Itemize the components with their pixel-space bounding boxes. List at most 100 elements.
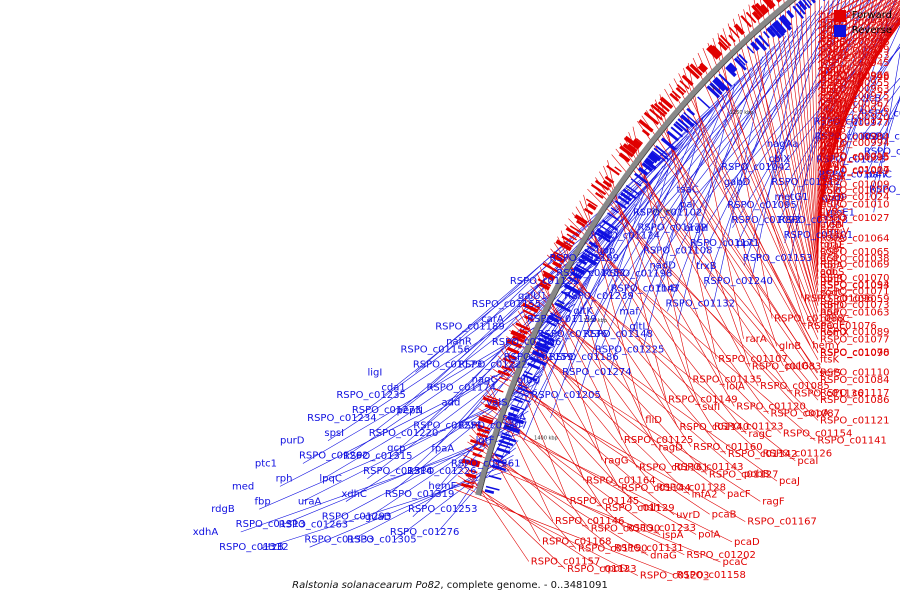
forward-gene-label: RSPO_c01140 [680,422,750,433]
forward-gene-label: RSPO_c01130 [591,523,661,534]
reverse-connector [677,83,736,327]
reverse-gene-arrow [570,270,582,280]
forward-gene-arrow [717,41,728,51]
forward-connector [550,248,727,455]
label-connector-lines [240,0,900,576]
reverse-gene-label: xdhC [341,489,367,500]
reverse-gene-label: pepN [397,405,423,416]
reverse-gene-label: RSPO_c01062 [869,185,900,196]
legend-reverse: Reverse [833,23,892,38]
forward-gene-label: RSPO_c01078 [820,347,890,358]
reverse-gene-label: RSPO_c01314 [363,466,433,477]
forward-gene-label: rsmB [820,125,846,136]
forward-gene-arrow [627,143,638,153]
forward-gene-arrow [641,128,651,137]
reverse-gene-label: nadD [649,261,676,272]
forward-gene-arrow [528,301,540,309]
reverse-gene-arrow [535,341,551,351]
forward-gene-label: serS [819,368,841,379]
forward-gene-label: hemC [820,314,849,325]
reverse-gene-arrow [729,62,738,71]
reverse-connector [732,0,871,228]
scale-tick-mark [626,188,632,193]
forward-gene-label: cysD [820,193,845,204]
reverse-connector [498,310,572,464]
forward-gene-label: RSPO_c01089 [820,327,890,338]
forward-gene-label: RSPO_c00984 [820,132,890,143]
reverse-gene-label: RSPO_c01021 [814,131,884,142]
forward-connector [697,52,819,333]
forward-connector [817,0,847,239]
forward-gene-label: RSPO_c01090 [820,348,890,359]
reverse-gene-arrow [588,240,599,249]
forward-gene-label: gntT [820,17,844,28]
reverse-gene-arrow [727,63,737,73]
forward-gene-label: RSPO_c01117 [820,388,890,399]
gene-feature-arrows [460,0,826,495]
forward-gene-label: RSPO_c01084 [820,375,890,386]
forward-gene-arrow [583,207,594,216]
forward-gene-label: pepA [820,173,846,184]
forward-gene-label: pobB [744,469,770,480]
forward-gene-label: rarA [746,334,767,345]
forward-gene-arrow [566,233,577,241]
forward-gene-label: RSPO_c01107 [718,354,788,365]
forward-gene-label: fdhD [820,301,844,312]
forward-connector [712,37,806,327]
reverse-gene-label: RSPO_c01234 [307,413,377,424]
forward-gene-label: RSPO_c01088 [774,314,844,325]
reverse-gene-label: cda1 [381,382,405,393]
forward-gene-label: RSPO_c01164 [586,476,656,487]
forward-gene-label: cysG [820,206,844,217]
forward-gene-arrow [618,152,631,163]
forward-connector [533,279,673,468]
forward-gene-label: RSPO_c01128 [656,482,726,493]
reverse-connector [631,89,730,335]
reverse-gene-label: RSPO_c01236 [538,329,608,340]
forward-gene-arrow [643,111,660,126]
forward-gene-label: RSPO_c01141 [817,436,887,447]
forward-gene-arrow [561,235,575,245]
reverse-gene-label: RSPO_c01240 [703,276,773,287]
forward-connector [794,0,819,272]
reverse-connector [685,0,860,228]
reverse-connector [816,46,900,160]
forward-gene-arrow [708,44,722,58]
forward-gene-arrow [751,4,764,18]
reverse-gene-arrow [518,384,528,389]
reverse-gene-arrow [599,224,612,234]
forward-gene-arrow [519,328,529,335]
forward-gene-arrow [538,282,551,291]
forward-connector [673,78,819,354]
forward-gene-label: cysN [820,219,844,230]
forward-connector [760,0,819,292]
forward-gene-arrow [552,260,562,269]
forward-gene-arrow [476,432,489,439]
forward-connector [492,368,710,515]
backbone-inner-edge [480,0,797,496]
reverse-gene-label: guaD [365,512,392,523]
forward-connector [461,461,530,562]
reverse-gene-arrow [617,195,630,205]
forward-connector [817,0,830,252]
reverse-gene-arrow [774,19,787,34]
forward-gene-arrow [699,62,709,71]
reverse-gene-label: upp [596,245,615,256]
reverse-gene-label: RSPO_c01132 [666,299,736,310]
forward-gene-label: sodC [820,287,845,298]
forward-connector [817,23,900,131]
forward-connector [817,12,900,90]
reverse-connector [551,129,693,358]
forward-gene-label: RSPO_c01077 [820,334,890,345]
reverse-gene-label: RSPO_c01293 [322,512,392,523]
forward-gene-label: RSPO_c01085 [760,381,830,392]
reverse-connector [432,360,549,495]
forward-gene-label: purN [820,119,844,130]
forward-gene-arrow [497,369,511,377]
reverse-gene-arrow [673,123,684,133]
forward-gene-label: pcaB [712,509,737,520]
forward-gene-label: clpA [820,105,842,116]
reverse-gene-label: RSPO_c01102 [633,208,703,219]
forward-connector [817,18,900,104]
forward-gene-arrow [502,357,516,365]
